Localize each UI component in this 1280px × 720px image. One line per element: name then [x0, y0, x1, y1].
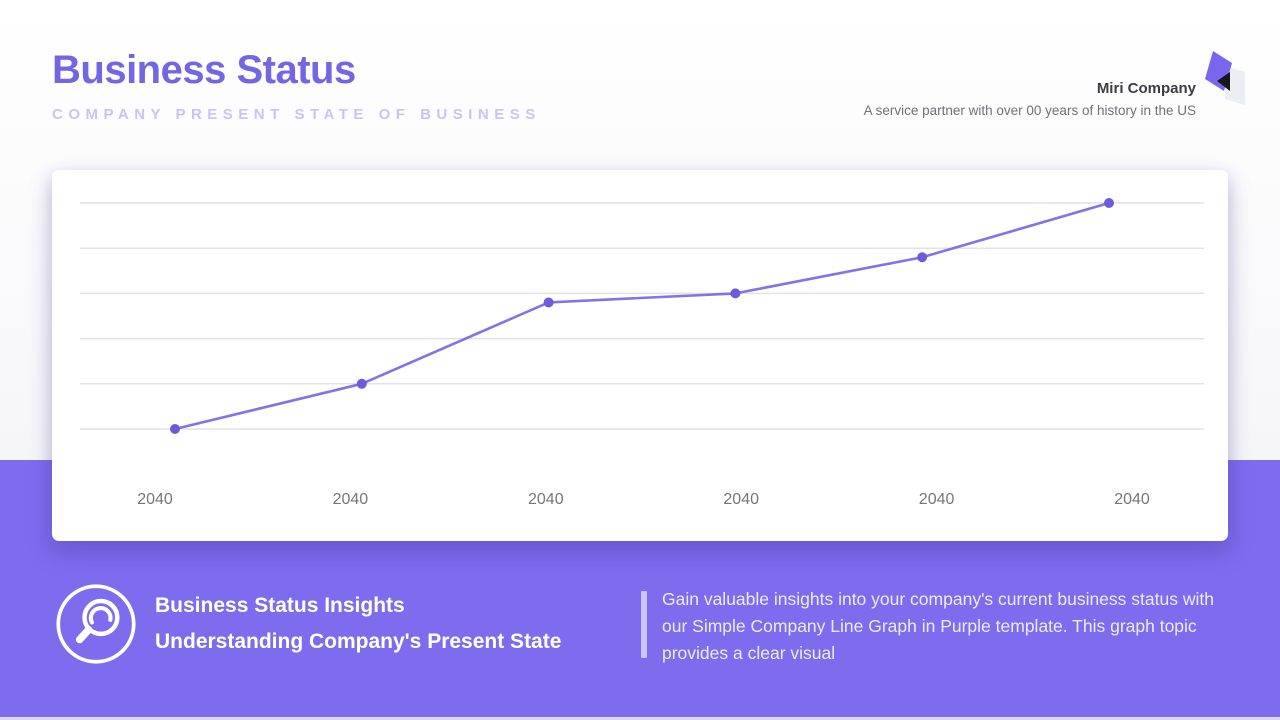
- bottom-edge-strip: [0, 717, 1280, 720]
- title-block: Business Status COMPANY PRESENT STATE OF…: [52, 48, 541, 123]
- company-name: Miri Company: [1096, 80, 1196, 97]
- data-point: [917, 252, 928, 263]
- line-chart: 2040 2040 2040 2040 2040 2040: [80, 198, 1204, 508]
- data-point: [730, 288, 741, 299]
- data-point: [170, 424, 180, 434]
- footer-description: Gain valuable insights into your company…: [662, 589, 1214, 663]
- company-logo-icon: [1205, 51, 1245, 105]
- data-point: [543, 297, 554, 308]
- magnifier-icon: [56, 584, 136, 664]
- x-axis-label: 2040: [919, 491, 955, 508]
- data-point: [1104, 198, 1114, 208]
- page-subtitle: COMPANY PRESENT STATE OF BUSINESS: [52, 106, 541, 123]
- page-title: Business Status: [52, 48, 356, 92]
- footer-headings: Business Status Insights Understanding C…: [155, 588, 561, 660]
- chart-card: 2040 2040 2040 2040 2040 2040: [52, 170, 1228, 541]
- x-axis-label: 2040: [333, 491, 369, 508]
- data-line: [174, 201, 1110, 431]
- brand-block: Miri Company A service partner with over…: [864, 80, 1196, 118]
- x-axis-label: 2040: [723, 491, 759, 508]
- data-point: [356, 378, 367, 389]
- company-tagline: A service partner with over 00 years of …: [863, 103, 1196, 118]
- x-axis-label: 2040: [137, 491, 173, 508]
- footer-divider: [641, 591, 647, 658]
- footer-heading-line2: Understanding Company's Present State: [155, 630, 562, 653]
- x-axis-label: 2040: [528, 491, 564, 508]
- x-axis-label: 2040: [1114, 491, 1150, 508]
- footer-band: Business Status Insights Understanding C…: [0, 460, 1280, 718]
- footer-heading-line1: Business Status Insights: [155, 594, 405, 617]
